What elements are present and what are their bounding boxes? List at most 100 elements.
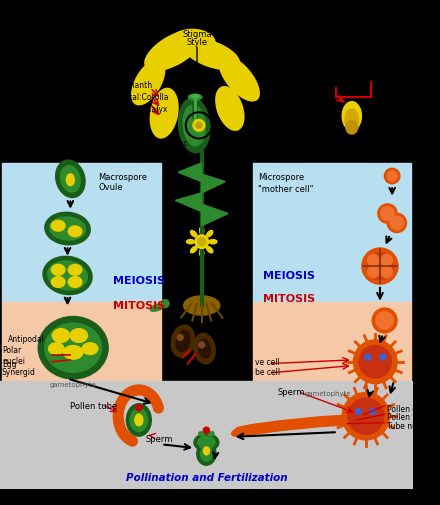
Circle shape — [355, 408, 362, 416]
Polygon shape — [176, 193, 202, 212]
Ellipse shape — [196, 442, 217, 466]
Text: gametophyte: gametophyte — [305, 390, 352, 396]
Ellipse shape — [51, 276, 66, 288]
Circle shape — [353, 339, 398, 384]
Bar — [0, 381, 413, 489]
Ellipse shape — [182, 39, 240, 71]
Ellipse shape — [207, 431, 215, 437]
Ellipse shape — [199, 226, 205, 236]
Circle shape — [377, 204, 398, 224]
Polygon shape — [178, 164, 202, 182]
Circle shape — [358, 345, 392, 379]
Text: Polar
nuclei: Polar nuclei — [2, 345, 25, 365]
Text: MITOSIS: MITOSIS — [113, 301, 165, 311]
Ellipse shape — [175, 330, 191, 352]
Ellipse shape — [203, 446, 210, 456]
Ellipse shape — [55, 160, 86, 199]
Ellipse shape — [51, 220, 66, 232]
Ellipse shape — [193, 433, 220, 452]
Text: MITOSIS: MITOSIS — [263, 293, 315, 304]
Circle shape — [371, 308, 398, 334]
Ellipse shape — [190, 246, 198, 254]
Circle shape — [192, 120, 205, 133]
Ellipse shape — [219, 56, 260, 103]
Ellipse shape — [144, 30, 203, 72]
Bar — [253, 164, 411, 302]
Text: Style: Style — [187, 38, 208, 47]
Circle shape — [135, 404, 143, 412]
Text: Tube nucleus: Tube nucleus — [386, 421, 436, 430]
Text: Antipodal: Antipodal — [7, 334, 44, 343]
Circle shape — [380, 207, 395, 222]
Text: Perianth
Petal:Corolla
Sepal :Calyx: Perianth Petal:Corolla Sepal :Calyx — [120, 81, 169, 114]
Bar — [2, 302, 161, 396]
Ellipse shape — [131, 60, 165, 106]
Text: Nec: Nec — [173, 139, 188, 148]
Text: Pollen grain: Pollen grain — [386, 404, 432, 413]
Text: gametophyte: gametophyte — [50, 381, 96, 387]
Circle shape — [386, 171, 398, 182]
Circle shape — [194, 235, 209, 249]
Ellipse shape — [49, 217, 86, 241]
Circle shape — [367, 255, 380, 268]
Polygon shape — [178, 164, 202, 182]
Ellipse shape — [42, 256, 93, 296]
Bar — [253, 302, 411, 396]
Text: be cell: be cell — [255, 367, 280, 376]
Ellipse shape — [193, 333, 216, 365]
Circle shape — [384, 168, 400, 185]
Text: Stigma: Stigma — [182, 30, 212, 39]
Circle shape — [380, 266, 393, 279]
Ellipse shape — [150, 88, 179, 139]
Circle shape — [375, 312, 394, 330]
Ellipse shape — [206, 246, 213, 254]
Circle shape — [366, 252, 394, 281]
Text: MEIOSIS: MEIOSIS — [113, 276, 165, 286]
Ellipse shape — [183, 295, 220, 316]
Ellipse shape — [68, 226, 83, 238]
Circle shape — [161, 299, 170, 309]
Ellipse shape — [68, 276, 83, 288]
Circle shape — [203, 427, 210, 434]
Circle shape — [347, 397, 385, 435]
Ellipse shape — [134, 414, 143, 427]
Polygon shape — [202, 205, 228, 226]
Ellipse shape — [187, 94, 203, 102]
Ellipse shape — [200, 445, 213, 462]
Ellipse shape — [126, 403, 152, 437]
Circle shape — [341, 392, 390, 441]
Ellipse shape — [197, 436, 216, 449]
Ellipse shape — [190, 230, 198, 238]
Circle shape — [364, 354, 371, 361]
Ellipse shape — [63, 345, 84, 360]
Ellipse shape — [345, 121, 358, 135]
Ellipse shape — [208, 239, 218, 245]
Ellipse shape — [68, 264, 83, 276]
Text: Sperm: Sperm — [146, 434, 173, 443]
Ellipse shape — [51, 328, 70, 343]
Ellipse shape — [206, 230, 213, 238]
Polygon shape — [202, 175, 225, 193]
Text: Pollen tube: Pollen tube — [386, 413, 429, 422]
Ellipse shape — [182, 105, 206, 147]
Circle shape — [198, 341, 205, 349]
Ellipse shape — [345, 109, 359, 132]
Polygon shape — [202, 205, 228, 226]
Text: MEIOSIS: MEIOSIS — [263, 271, 315, 281]
Circle shape — [379, 354, 386, 361]
Ellipse shape — [178, 98, 211, 154]
Ellipse shape — [37, 316, 109, 380]
Ellipse shape — [186, 239, 195, 245]
Text: ve cell: ve cell — [255, 358, 280, 367]
Ellipse shape — [231, 429, 242, 437]
Text: Pollen tube: Pollen tube — [70, 401, 117, 411]
Text: Egg: Egg — [2, 359, 16, 368]
Circle shape — [195, 122, 203, 130]
Text: Pollination and Fertilization: Pollination and Fertilization — [125, 473, 287, 482]
Ellipse shape — [60, 166, 81, 193]
Ellipse shape — [66, 174, 75, 187]
Ellipse shape — [171, 325, 195, 358]
Ellipse shape — [198, 431, 205, 437]
Circle shape — [389, 216, 404, 231]
Ellipse shape — [48, 342, 65, 356]
